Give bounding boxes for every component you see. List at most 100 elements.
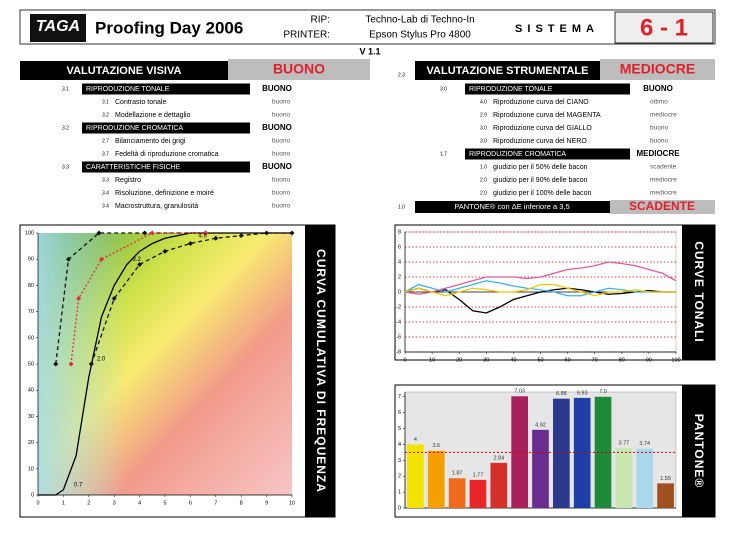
pantone-rating: SCADENTE: [629, 199, 695, 213]
item-score: 2.0: [480, 177, 487, 183]
marker: [53, 361, 59, 367]
y-tick-label: 20: [28, 440, 34, 446]
x-tick-label: 10: [429, 357, 435, 363]
side-title: CURVA CUMULATIVA DI FREQUENZA: [314, 249, 328, 493]
section-title: VALUTAZIONE STRUMENTALE: [427, 65, 589, 77]
item-rating: buono: [272, 203, 290, 210]
marker: [137, 261, 143, 267]
item-score: 3.4: [102, 190, 109, 196]
y-tick-label: -6: [396, 334, 401, 340]
y-tick-label: 5: [398, 426, 401, 432]
side-bar: [305, 225, 335, 517]
value-label: 3.77: [619, 441, 630, 447]
marker: [149, 230, 155, 236]
group-bar: [82, 161, 250, 173]
header-bar: [415, 61, 600, 80]
item-score: 1.0: [480, 164, 487, 170]
x-tick-label: 20: [456, 357, 462, 363]
y-tick-label: 50: [28, 361, 34, 367]
item-score: 3.0: [480, 138, 487, 144]
item-label: Riproduzione curva del NERO: [493, 138, 587, 145]
y-tick-label: 100: [25, 230, 34, 236]
group-title: RIPRODUZIONE TONALE: [469, 86, 553, 93]
item-score: 3.7: [102, 151, 109, 157]
group-rating: BUONO: [262, 123, 292, 132]
y-tick-label: 90: [28, 257, 34, 263]
item-label: Registro: [115, 177, 141, 184]
group-score: 3.0: [440, 86, 447, 92]
bar: [427, 450, 445, 508]
item-score: 2.9: [480, 112, 487, 118]
x-tick-label: 40: [510, 357, 516, 363]
item-score: 3.0: [480, 125, 487, 131]
printer: Epson Stylus Pro 4800: [369, 30, 471, 41]
x-tick-label: 0: [403, 357, 406, 363]
marker: [65, 256, 71, 262]
value-label: 3.74: [639, 441, 650, 447]
marker: [203, 230, 209, 236]
y-tick-label: 70: [28, 309, 34, 315]
version: V 1.1: [359, 46, 380, 56]
x-tick-label: 4: [138, 500, 141, 506]
group-score: 1.7: [440, 151, 447, 157]
x-tick-label: 9: [265, 500, 268, 506]
y-tick-label: -8: [396, 349, 401, 355]
y-tick-label: 8: [398, 229, 401, 235]
x-tick-label: 1: [62, 500, 65, 506]
marker: [238, 233, 244, 239]
item-score: 3.2: [102, 112, 109, 118]
item-label: Risoluzione, definizione e moiré: [115, 190, 214, 197]
x-tick-label: 0: [36, 500, 39, 506]
value-label: 3.6: [432, 443, 440, 449]
item-score: 3.3: [102, 177, 109, 183]
bar: [594, 396, 612, 508]
group-title: CARATTERISTICHE FISICHE: [86, 164, 181, 171]
section-rating: MEDIOCRE: [620, 61, 695, 77]
item-rating: ottimo: [650, 99, 668, 106]
item-label: Riproduzione curva del CIANO: [493, 99, 589, 106]
value-label: 6.88: [556, 391, 567, 397]
x-tick-label: 7: [214, 500, 217, 506]
x-tick-label: 100: [671, 357, 680, 363]
marker: [68, 361, 74, 367]
side-title: PANTONE®: [692, 414, 706, 488]
rip-label: RIP:: [311, 15, 330, 26]
x-tick-label: 6: [189, 500, 192, 506]
x-tick-label: 8: [240, 500, 243, 506]
group-bar: [82, 122, 250, 134]
system: 6 - 1: [640, 14, 688, 41]
item-score: 3.1: [102, 99, 109, 105]
pantone-label: PANTONE® con ΔE inferiore a 3,5: [454, 202, 569, 211]
series-line: [404, 280, 676, 297]
y-tick-label: 6: [398, 410, 401, 416]
marker: [162, 248, 168, 254]
x-tick-label: 70: [592, 357, 598, 363]
header-frame: [19, 9, 716, 45]
section-title: VALUTAZIONE VISIVA: [67, 65, 182, 77]
group-title: RIPRODUZIONE CROMATICA: [86, 125, 183, 132]
printer-label: PRINTER:: [283, 30, 330, 41]
item-label: giudizio per il 100% delle bacon: [493, 190, 592, 197]
item-label: Riproduzione curva del MAGENTA: [493, 112, 601, 119]
value-label: 1.77: [473, 472, 484, 478]
value-label: 4.92: [535, 422, 546, 428]
item-rating: buono: [650, 125, 668, 132]
y-tick-label: -4: [396, 319, 401, 325]
marker: [88, 361, 94, 367]
side-title: CURVE TONALI: [692, 241, 706, 343]
marker: [142, 230, 148, 236]
x-tick-label: 3: [113, 500, 116, 506]
annotation: 3.2: [132, 257, 141, 263]
bar: [469, 479, 487, 508]
bar: [490, 462, 508, 508]
item-rating: scadente: [650, 164, 677, 171]
item-label: Macrostruttura, granulosità: [115, 203, 198, 210]
group-score: 3.3: [62, 164, 69, 170]
value-label: 2.84: [493, 455, 504, 461]
x-tick-label: 60: [565, 357, 571, 363]
value-label: 7.0: [599, 389, 607, 395]
y-tick-label: 2: [398, 274, 401, 280]
marker: [187, 240, 193, 246]
marker: [213, 235, 219, 241]
